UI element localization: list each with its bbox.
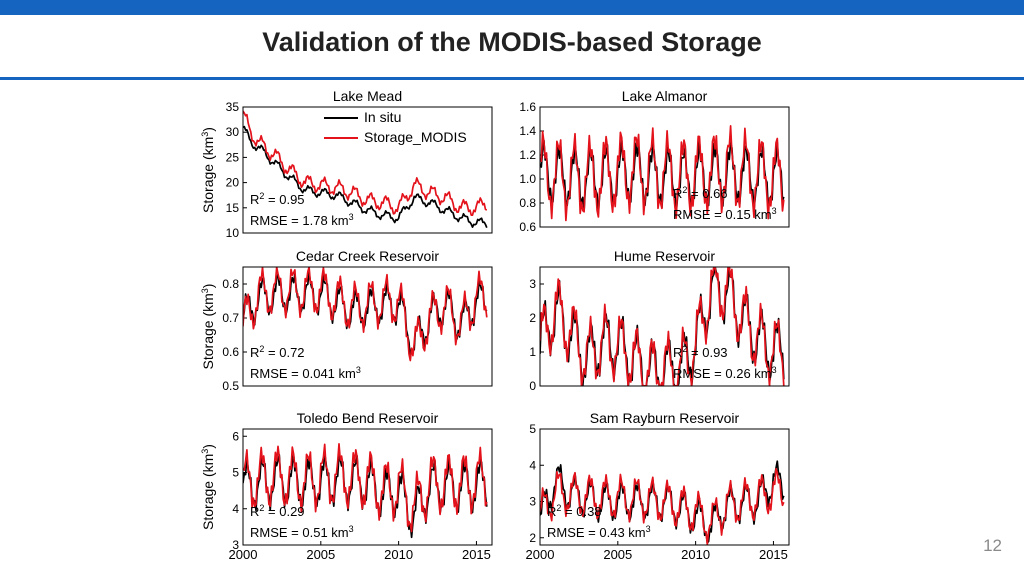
series-group xyxy=(243,442,488,539)
series-group xyxy=(540,267,785,386)
y-tick-label: 25 xyxy=(226,150,240,164)
y-tick-label: 3 xyxy=(232,538,239,552)
chart-panel-0: Lake Mead 35 30 25 20 15 10 Storage (km3) In sit… xyxy=(200,88,493,240)
plot-frame xyxy=(539,106,790,228)
chart-title: Cedar Creek Reservoir xyxy=(296,248,439,264)
x-tick-label: 2005 xyxy=(306,547,335,562)
r-squared-label: R2 = 0.66 xyxy=(673,185,728,201)
y-tick-label: 1.4 xyxy=(519,124,536,138)
y-tick-label: 4 xyxy=(232,502,239,516)
x-tick-label: 2010 xyxy=(384,547,413,562)
y-tick-label: 5 xyxy=(529,422,536,436)
y-tick-label: 0.6 xyxy=(519,220,536,234)
rmse-label: RMSE = 0.15 km3 xyxy=(673,206,777,222)
y-tick-label: 35 xyxy=(226,100,240,114)
legend-label: Storage_MODIS xyxy=(364,129,467,145)
chart-title: Hume Reservoir xyxy=(614,248,715,264)
r-squared-label: R2 = 0.72 xyxy=(250,344,305,360)
y-tick-label: 10 xyxy=(226,226,240,240)
chart-title: Lake Almanor xyxy=(622,88,708,104)
modis-series-line xyxy=(243,442,488,533)
rmse-label: RMSE = 0.26 km3 xyxy=(673,365,777,381)
r-squared-label: R2 = 0.93 xyxy=(673,344,728,360)
slide-title: Validation of the MODIS-based Storage xyxy=(262,27,762,57)
plot-frame xyxy=(242,266,493,387)
y-tick-label: 15 xyxy=(226,201,240,215)
chart-title: Toledo Bend Reservoir xyxy=(297,410,439,426)
rmse-label: RMSE = 0.43 km3 xyxy=(547,524,651,540)
y-tick-label: 0.5 xyxy=(222,379,239,393)
modis-series-line xyxy=(540,468,785,545)
chart-panel-1: Lake Almanor 1.6 1.4 1.2 1.0 0.8 0.6 R2 = 0.66 R… xyxy=(519,88,790,234)
chart-title: Sam Rayburn Reservoir xyxy=(590,410,740,426)
y-tick-label: 6 xyxy=(232,429,239,443)
y-tick-label: 0 xyxy=(529,379,536,393)
y-tick-label: 0.8 xyxy=(222,277,239,291)
r-squared-label: R2 = 0.95 xyxy=(250,191,305,207)
r-squared-label: R2 = 0.38 xyxy=(547,503,602,519)
rmse-label: RMSE = 1.78 km3 xyxy=(250,212,354,228)
modis-series-line xyxy=(243,110,488,216)
series-group xyxy=(540,125,785,222)
x-tick-label: 2015 xyxy=(462,547,491,562)
in-situ-series-line xyxy=(243,125,488,229)
y-axis-label: Storage (km3) xyxy=(200,127,216,213)
x-tick-label: 2000 xyxy=(229,547,258,562)
x-tick-label: 2015 xyxy=(759,547,788,562)
chart-panel-5: Sam Rayburn Reservoir 5 4 3 2 2000 2005 2010 201… xyxy=(526,410,790,562)
top-accent-bar xyxy=(0,0,1024,15)
legend-label: In situ xyxy=(364,109,401,125)
r-squared-label: R2 = 0.29 xyxy=(250,503,305,519)
y-tick-label: 3 xyxy=(529,495,536,509)
modis-series-line xyxy=(540,267,785,386)
y-tick-label: 2 xyxy=(529,311,536,325)
series-group xyxy=(540,460,785,545)
y-tick-label: 3 xyxy=(529,277,536,291)
y-tick-label: 5 xyxy=(232,466,239,480)
plot-frame xyxy=(242,106,493,234)
series-group xyxy=(243,110,488,229)
rmse-label: RMSE = 0.51 km3 xyxy=(250,524,354,540)
y-tick-label: 20 xyxy=(226,176,240,190)
modis-series-line xyxy=(540,125,785,222)
y-tick-label: 0.7 xyxy=(222,311,239,325)
y-axis-label: Storage (km3) xyxy=(200,284,216,370)
x-tick-label: 2010 xyxy=(681,547,710,562)
rmse-label: RMSE = 0.041 km3 xyxy=(250,365,361,381)
y-tick-label: 4 xyxy=(529,458,536,472)
y-tick-label: 1.0 xyxy=(519,172,536,186)
series-group xyxy=(243,267,488,362)
y-tick-label: 0.8 xyxy=(519,196,536,210)
plot-frame xyxy=(539,266,790,387)
title-divider xyxy=(0,77,1024,80)
y-tick-label: 0.6 xyxy=(222,345,239,359)
plot-frame xyxy=(242,428,493,546)
y-tick-label: 1.2 xyxy=(519,148,536,162)
plot-frame xyxy=(539,428,790,546)
modis-series-line xyxy=(243,267,488,362)
y-tick-label: 1 xyxy=(529,345,536,359)
y-axis-label: Storage (km3) xyxy=(200,444,216,530)
x-tick-label: 2000 xyxy=(526,547,555,562)
y-tick-label: 30 xyxy=(226,125,240,139)
x-tick-label: 2005 xyxy=(603,547,632,562)
y-tick-label: 2 xyxy=(529,531,536,545)
chart-title: Lake Mead xyxy=(333,88,402,104)
y-tick-label: 1.6 xyxy=(519,100,536,114)
chart-panel-2: Cedar Creek Reservoir 0.8 0.7 0.6 0.5 Storage… xyxy=(200,248,493,393)
page-number: 12 xyxy=(983,536,1002,555)
chart-panel-3: Hume Reservoir 3 2 1 0 R2 = 0.93 RMSE = 0.26 k… xyxy=(529,248,790,393)
